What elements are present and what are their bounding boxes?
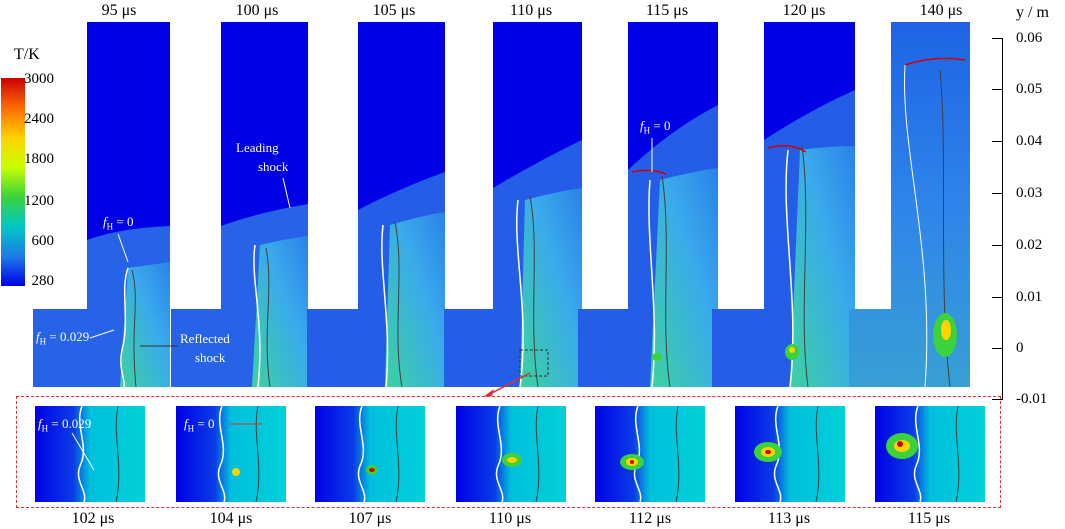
fh-symbol: f <box>36 329 40 344</box>
y-tick-mark <box>992 399 1002 400</box>
annotation-arrows <box>140 345 531 397</box>
y-tick-mark <box>992 348 1002 349</box>
leading-shock-text-2: shock <box>258 159 289 174</box>
y-tick-4: 0.02 <box>1016 237 1043 253</box>
top-panel-115us <box>578 22 718 388</box>
y-tick-mark <box>992 193 1002 194</box>
top-panel-120us <box>712 22 855 388</box>
bottom-title-2: 104 μs <box>209 510 253 527</box>
top-panel-105us <box>307 22 445 388</box>
leading-shock-text: Leading <box>236 140 279 155</box>
top-title-2: 100 μs <box>235 2 279 19</box>
reflected-shock-label-2: shock <box>195 350 225 366</box>
top-title-3: 105 μs <box>372 2 416 19</box>
fh029-label-bottom: fH = 0.029 <box>38 416 91 434</box>
fh-symbol: f <box>38 416 42 431</box>
top-title-6: 120 μs <box>782 2 826 19</box>
fh029-label-top1: fH = 0.029 <box>36 329 89 347</box>
y-tick-0: 0.06 <box>1016 30 1043 46</box>
fh0-value: = 0 <box>650 118 671 133</box>
y-tick-5: 0.01 <box>1016 289 1043 305</box>
bottom-title-1: 102 μs <box>71 510 115 527</box>
fh-symbol: f <box>184 416 188 431</box>
y-tick-2: 0.04 <box>1016 133 1043 149</box>
y-axis-label: y / m <box>1016 4 1049 21</box>
fh0-label-top5: fH = 0 <box>640 118 670 136</box>
top-panels <box>33 22 970 388</box>
fh-symbol: f <box>640 118 644 133</box>
top-panel-100us <box>171 22 308 388</box>
y-tick-mark <box>992 297 1002 298</box>
bottom-title-6: 113 μs <box>767 510 811 527</box>
bottom-title-7: 115 μs <box>907 510 951 527</box>
fh-sub: H <box>643 125 651 136</box>
fh029-value: = 0.029 <box>48 416 92 431</box>
reflected-shock-text: Reflected <box>180 331 230 346</box>
fh029-value: = 0.029 <box>46 329 90 344</box>
zoom-panel-113us <box>735 405 845 503</box>
y-tick-mark <box>992 245 1002 246</box>
top-title-1: 95 μs <box>101 2 137 19</box>
zoom-box <box>16 396 1001 508</box>
y-axis-line <box>1002 38 1003 400</box>
zoom-panel-115us <box>875 405 985 503</box>
bottom-panels <box>35 405 985 503</box>
colorbar-title: T/K <box>14 46 40 63</box>
fh-sub: H <box>187 423 195 434</box>
colorbar-tick-2: 1800 <box>24 151 54 167</box>
colorbar-gradient <box>1 78 25 286</box>
zoom-panel-110us <box>456 405 566 503</box>
y-tick-mark <box>992 141 1002 142</box>
colorbar-tick-4: 600 <box>31 233 55 249</box>
y-tick-7: -0.01 <box>1016 391 1048 407</box>
top-title-5: 115 μs <box>645 2 689 19</box>
top-panel-140us <box>849 22 970 388</box>
leading-shock-label-2: shock <box>258 159 288 175</box>
fh-sub: H <box>39 336 47 347</box>
zoom-panel-102us <box>35 405 145 503</box>
top-panel-110us <box>444 22 582 388</box>
y-tick-6: 0 <box>1016 340 1024 356</box>
top-title-7: 140 μs <box>919 2 963 19</box>
zoom-panel-107us <box>315 405 425 503</box>
reflected-shock-label: Reflected <box>180 331 230 347</box>
zoom-panel-112us <box>595 405 705 503</box>
fh0-value: = 0 <box>194 416 215 431</box>
fh-symbol: f <box>103 214 107 229</box>
leading-shock-label: Leading <box>236 140 279 156</box>
colorbar-tick-5: 280 <box>31 273 55 289</box>
y-tick-mark <box>992 89 1002 90</box>
y-tick-1: 0.05 <box>1016 81 1043 97</box>
colorbar-tick-3: 1200 <box>24 193 54 209</box>
top-panel-95us <box>33 22 170 388</box>
fh-sub: H <box>106 221 114 232</box>
fh0-label-bottom: fH = 0 <box>184 416 214 434</box>
zoom-panel-104us <box>176 405 286 503</box>
bottom-title-4: 110 μs <box>488 510 532 527</box>
top-title-4: 110 μs <box>509 2 553 19</box>
colorbar-tick-0: 3000 <box>24 71 54 87</box>
fh-sub: H <box>41 423 49 434</box>
fh0-label-top1: fH = 0 <box>103 214 133 232</box>
colorbar-tick-1: 2400 <box>24 111 54 127</box>
bottom-title-3: 107 μs <box>348 510 392 527</box>
reflected-shock-text-2: shock <box>195 350 226 365</box>
y-tick-mark <box>992 38 1002 39</box>
y-tick-3: 0.03 <box>1016 185 1043 201</box>
bottom-title-5: 112 μs <box>628 510 672 527</box>
fh0-value: = 0 <box>113 214 134 229</box>
